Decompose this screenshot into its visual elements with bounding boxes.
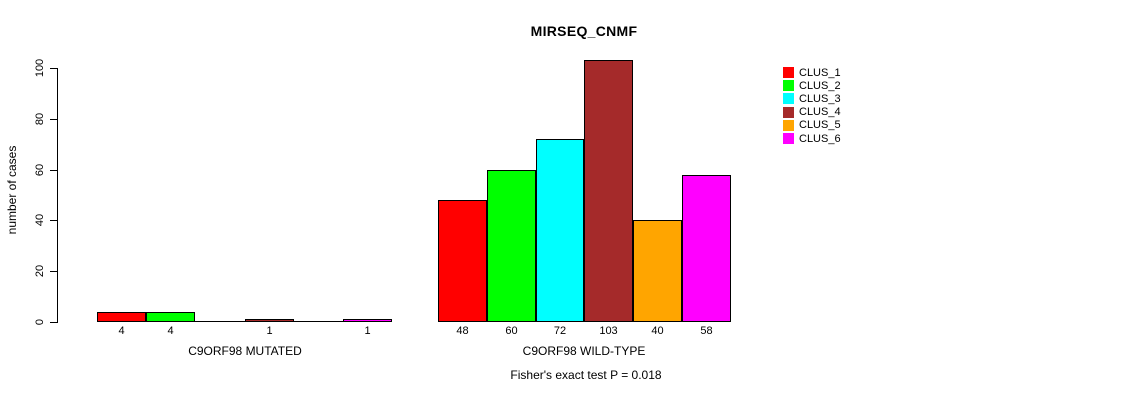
- bar-value-label: 40: [651, 325, 664, 337]
- bar-clus-4-mutated: [245, 319, 294, 322]
- bar-value-label: 4: [118, 325, 125, 337]
- legend-label-clus-1: CLUS_1: [799, 66, 841, 79]
- legend-item-clus-5: CLUS_5: [783, 119, 841, 132]
- bar-value-label: 103: [599, 325, 618, 337]
- bar-value-label: 4: [167, 325, 174, 337]
- legend-item-clus-6: CLUS_6: [783, 132, 841, 145]
- legend-item-clus-2: CLUS_2: [783, 79, 841, 92]
- bar-clus-1-mutated: [97, 312, 146, 322]
- y-axis-tick: [50, 322, 57, 323]
- legend-swatch-clus-2: [783, 80, 794, 92]
- legend-swatch-clus-6: [783, 133, 794, 145]
- bar-value-label: 60: [505, 325, 518, 337]
- bar-value-label: 1: [364, 325, 371, 337]
- y-tick-label: 100: [34, 58, 46, 78]
- y-tick-label: 20: [34, 264, 46, 278]
- zero-bar-clus-5-mutated: [294, 321, 343, 322]
- y-axis-label: number of cases: [5, 145, 19, 235]
- bar-value-label: 58: [700, 325, 713, 337]
- legend-swatch-clus-1: [783, 67, 794, 79]
- bar-clus-2-wild-type: [487, 170, 536, 322]
- bar-clus-2-mutated: [146, 312, 195, 322]
- zero-bar-clus-3-mutated: [195, 321, 245, 322]
- y-axis-tick: [50, 170, 57, 171]
- y-axis-tick: [50, 271, 57, 272]
- y-axis-tick: [50, 220, 57, 221]
- y-tick-label: 0: [34, 318, 46, 326]
- legend-label-clus-6: CLUS_6: [799, 132, 841, 145]
- y-axis-tick: [50, 119, 57, 120]
- bar-value-label: 48: [456, 325, 469, 337]
- y-axis-line: [57, 68, 58, 323]
- x-group-label-mutated: C9ORF98 MUTATED: [188, 344, 302, 358]
- legend: CLUS_1 CLUS_2 CLUS_3 CLUS_4 CLUS_5 CLUS_6: [783, 66, 841, 145]
- legend-swatch-clus-3: [783, 93, 794, 105]
- legend-swatch-clus-5: [783, 119, 794, 131]
- y-axis-tick: [50, 68, 57, 69]
- legend-label-clus-5: CLUS_5: [799, 119, 841, 132]
- x-group-label-wild-type: C9ORF98 WILD-TYPE: [522, 344, 646, 358]
- y-tick-label: 60: [34, 163, 46, 177]
- legend-item-clus-4: CLUS_4: [783, 106, 841, 119]
- bar-value-label: 72: [553, 325, 567, 337]
- legend-item-clus-3: CLUS_3: [783, 92, 841, 105]
- bar-clus-6-wild-type: [682, 175, 731, 322]
- chart-title: MIRSEQ_CNMF: [530, 23, 638, 39]
- legend-label-clus-2: CLUS_2: [799, 79, 841, 92]
- y-tick-label: 80: [34, 112, 46, 126]
- bar-clus-1-wild-type: [438, 200, 487, 322]
- bar-clus-5-wild-type: [633, 220, 682, 322]
- bar-value-label: 1: [266, 325, 273, 337]
- bar-clus-3-wild-type: [536, 139, 584, 322]
- bar-clus-4-wild-type: [584, 60, 633, 322]
- bar-clus-6-mutated: [343, 319, 392, 322]
- legend-item-clus-1: CLUS_1: [783, 66, 841, 79]
- annotation-text: Fisher's exact test P = 0.018: [510, 368, 662, 382]
- legend-label-clus-4: CLUS_4: [799, 106, 841, 119]
- legend-label-clus-3: CLUS_3: [799, 92, 841, 105]
- legend-swatch-clus-4: [783, 106, 794, 118]
- y-tick-label: 40: [34, 213, 46, 227]
